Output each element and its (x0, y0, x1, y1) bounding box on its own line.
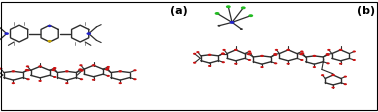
Circle shape (215, 12, 220, 15)
Circle shape (301, 52, 304, 54)
Circle shape (332, 87, 335, 89)
Circle shape (26, 69, 30, 71)
Circle shape (274, 62, 277, 64)
Circle shape (222, 53, 225, 55)
Circle shape (133, 78, 137, 80)
Circle shape (344, 76, 347, 78)
Circle shape (208, 54, 211, 56)
Circle shape (106, 68, 109, 70)
Circle shape (326, 62, 330, 64)
Circle shape (91, 64, 95, 66)
Circle shape (26, 78, 30, 80)
Circle shape (53, 67, 56, 69)
Circle shape (260, 55, 264, 57)
Circle shape (326, 54, 330, 56)
Circle shape (300, 59, 304, 61)
Circle shape (248, 14, 253, 17)
Circle shape (325, 53, 329, 55)
Circle shape (260, 66, 264, 68)
Circle shape (275, 49, 278, 51)
Circle shape (234, 63, 237, 65)
Circle shape (38, 65, 42, 68)
Circle shape (313, 66, 316, 68)
Circle shape (229, 21, 234, 24)
Circle shape (339, 49, 342, 51)
Circle shape (241, 6, 246, 9)
Circle shape (5, 32, 9, 35)
Text: (a): (a) (170, 6, 187, 16)
Circle shape (247, 53, 251, 55)
Circle shape (80, 78, 83, 80)
Circle shape (11, 70, 15, 72)
Circle shape (321, 74, 324, 76)
Circle shape (119, 82, 122, 84)
Circle shape (313, 55, 316, 57)
Circle shape (248, 51, 251, 53)
Circle shape (274, 54, 277, 56)
Circle shape (39, 80, 42, 82)
Circle shape (339, 63, 342, 65)
Circle shape (12, 82, 15, 84)
Circle shape (353, 59, 356, 61)
Circle shape (107, 66, 110, 68)
Circle shape (53, 68, 56, 70)
Circle shape (222, 49, 226, 51)
Circle shape (222, 61, 225, 63)
Circle shape (0, 68, 3, 70)
Circle shape (221, 53, 225, 55)
Circle shape (300, 51, 304, 53)
Circle shape (193, 62, 196, 64)
Circle shape (273, 53, 277, 55)
Circle shape (196, 51, 200, 53)
Circle shape (299, 53, 303, 55)
Circle shape (286, 49, 290, 51)
Circle shape (248, 59, 251, 61)
Circle shape (344, 83, 347, 85)
Circle shape (226, 5, 231, 8)
Circle shape (87, 32, 91, 35)
Circle shape (81, 70, 84, 72)
Circle shape (78, 68, 82, 71)
Circle shape (249, 52, 252, 54)
Circle shape (327, 49, 330, 51)
Text: (b): (b) (358, 6, 375, 16)
Circle shape (217, 25, 220, 27)
Circle shape (118, 70, 122, 72)
Circle shape (105, 68, 109, 71)
Circle shape (26, 65, 29, 67)
Circle shape (65, 70, 69, 72)
Circle shape (107, 75, 110, 77)
Circle shape (133, 69, 137, 71)
Circle shape (92, 79, 95, 81)
Circle shape (193, 53, 196, 55)
Circle shape (353, 51, 356, 53)
Circle shape (234, 49, 238, 51)
Circle shape (48, 25, 51, 27)
Circle shape (53, 76, 56, 78)
Circle shape (79, 64, 83, 66)
Circle shape (208, 65, 211, 67)
Circle shape (65, 82, 68, 84)
Circle shape (331, 74, 335, 76)
Circle shape (240, 28, 243, 30)
Circle shape (80, 69, 83, 71)
Circle shape (25, 69, 29, 71)
Circle shape (287, 63, 290, 65)
Circle shape (51, 69, 55, 71)
Circle shape (48, 40, 52, 42)
